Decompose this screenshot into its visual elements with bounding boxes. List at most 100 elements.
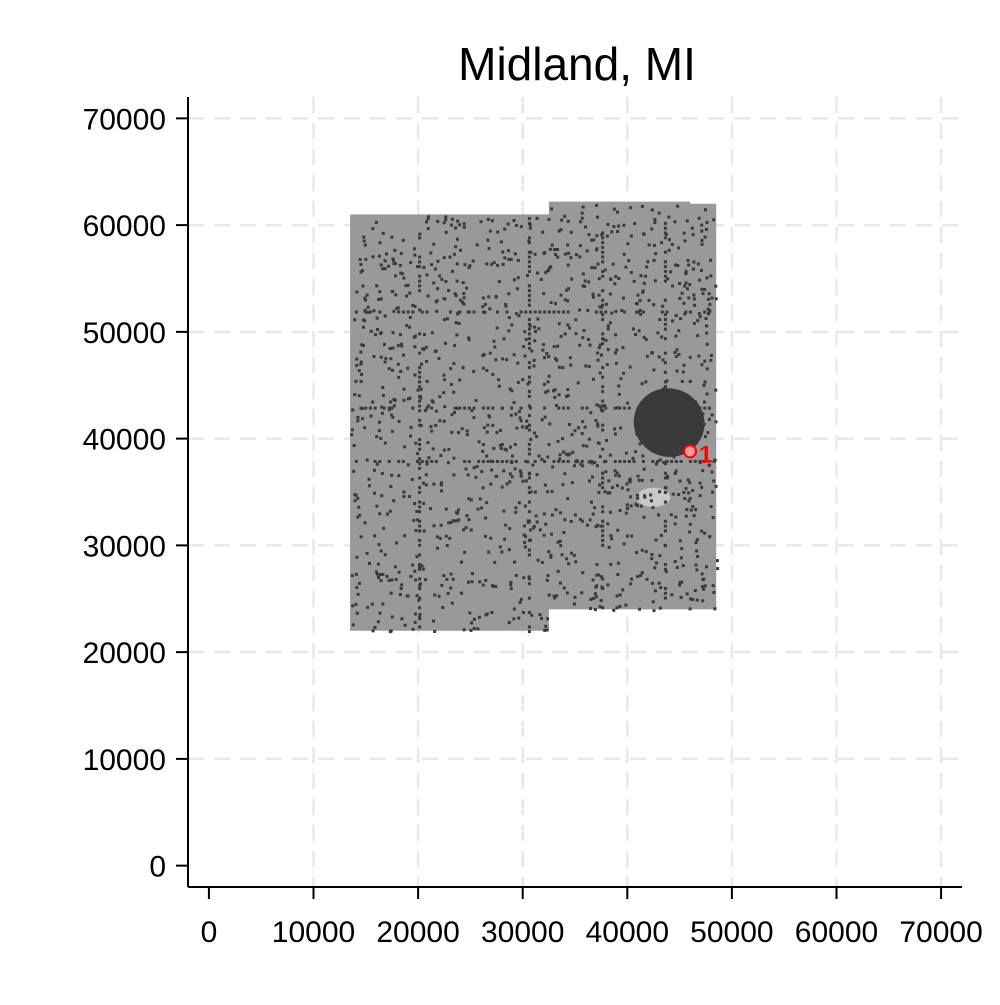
road-dot bbox=[697, 354, 701, 358]
road-dot bbox=[542, 292, 546, 296]
road-dot bbox=[552, 310, 556, 314]
road-dot bbox=[354, 572, 358, 576]
road-dot bbox=[659, 533, 663, 537]
road-dot bbox=[599, 310, 603, 314]
road-dot bbox=[553, 247, 557, 251]
road-dot bbox=[565, 288, 569, 292]
road-dot bbox=[452, 252, 456, 256]
road-dot bbox=[527, 414, 531, 418]
road-dot bbox=[390, 290, 394, 294]
road-dot bbox=[590, 266, 594, 270]
road-dot bbox=[477, 459, 481, 463]
road-dot bbox=[654, 561, 658, 565]
road-dot bbox=[607, 545, 611, 549]
road-dot bbox=[624, 451, 628, 455]
road-dot bbox=[606, 327, 610, 331]
road-dot bbox=[506, 249, 510, 253]
road-dot bbox=[475, 243, 479, 247]
road-dot bbox=[490, 468, 494, 472]
road-dot bbox=[644, 380, 648, 384]
road-dot bbox=[507, 329, 511, 333]
road-dot bbox=[694, 508, 698, 512]
road-dot bbox=[356, 415, 360, 419]
road-dot bbox=[684, 281, 688, 285]
road-dot bbox=[518, 600, 522, 604]
road-dot bbox=[616, 406, 620, 410]
road-dot bbox=[563, 214, 567, 218]
road-dot bbox=[527, 519, 531, 523]
road-dot bbox=[659, 586, 663, 590]
road-dot bbox=[509, 587, 513, 591]
road-dot bbox=[390, 615, 394, 619]
road-dot bbox=[466, 580, 470, 584]
road-dot bbox=[617, 224, 621, 228]
road-dot bbox=[614, 361, 618, 365]
road-dot bbox=[655, 445, 659, 449]
road-dot bbox=[464, 467, 468, 471]
road-dot bbox=[635, 310, 639, 314]
road-dot bbox=[530, 613, 534, 617]
road-dot bbox=[442, 574, 446, 578]
road-dot bbox=[593, 608, 597, 612]
x-tick-label: 60000 bbox=[795, 916, 878, 949]
road-dot bbox=[507, 316, 511, 320]
road-dot bbox=[688, 380, 692, 384]
road-dot bbox=[519, 406, 523, 410]
road-dot bbox=[355, 363, 359, 367]
road-dot bbox=[581, 272, 585, 276]
road-dot bbox=[402, 398, 406, 402]
road-dot bbox=[608, 510, 612, 514]
road-dot bbox=[568, 326, 572, 330]
road-dot bbox=[418, 399, 422, 403]
road-dot bbox=[627, 259, 631, 263]
road-dot bbox=[450, 601, 454, 605]
road-dot bbox=[625, 534, 629, 538]
road-dot bbox=[430, 331, 434, 335]
y-tick-label: 0 bbox=[149, 851, 166, 884]
road-dot bbox=[419, 424, 423, 428]
road-dot bbox=[601, 524, 605, 528]
road-dot bbox=[646, 406, 650, 410]
road-dot bbox=[653, 217, 657, 221]
road-dot bbox=[406, 366, 410, 370]
road-dot bbox=[692, 321, 696, 325]
road-dot bbox=[442, 373, 446, 377]
road-dot bbox=[508, 387, 512, 391]
road-dot bbox=[509, 257, 513, 261]
road-dot bbox=[562, 586, 566, 590]
road-dot bbox=[701, 578, 705, 582]
road-dot bbox=[475, 465, 479, 469]
road-dot bbox=[604, 338, 608, 342]
road-dot bbox=[432, 524, 436, 528]
road-dot bbox=[463, 406, 467, 410]
road-dot bbox=[591, 596, 595, 600]
road-dot bbox=[663, 313, 667, 317]
road-dot bbox=[559, 334, 563, 338]
road-dot bbox=[447, 521, 451, 525]
road-dot bbox=[705, 276, 709, 280]
road-dot bbox=[569, 551, 573, 555]
road-dot bbox=[524, 459, 528, 463]
road-dot bbox=[670, 242, 674, 246]
road-dot bbox=[440, 489, 444, 493]
road-dot bbox=[547, 355, 551, 359]
road-dot bbox=[546, 617, 550, 621]
road-dot bbox=[666, 451, 670, 455]
road-dot bbox=[706, 431, 710, 435]
road-dot bbox=[358, 257, 362, 261]
road-dot bbox=[675, 565, 679, 569]
road-dot bbox=[381, 231, 385, 235]
road-dot bbox=[581, 519, 585, 523]
road-dot bbox=[657, 581, 661, 585]
road-dot bbox=[527, 538, 531, 542]
road-dot bbox=[360, 372, 364, 376]
road-dot bbox=[436, 219, 440, 223]
road-dot bbox=[636, 474, 640, 478]
road-dot bbox=[527, 250, 531, 254]
road-dot bbox=[435, 299, 439, 303]
road-dot bbox=[702, 422, 706, 426]
road-dot bbox=[680, 433, 684, 437]
road-dot bbox=[491, 406, 495, 410]
road-dot bbox=[566, 388, 570, 392]
road-dot bbox=[355, 555, 359, 559]
